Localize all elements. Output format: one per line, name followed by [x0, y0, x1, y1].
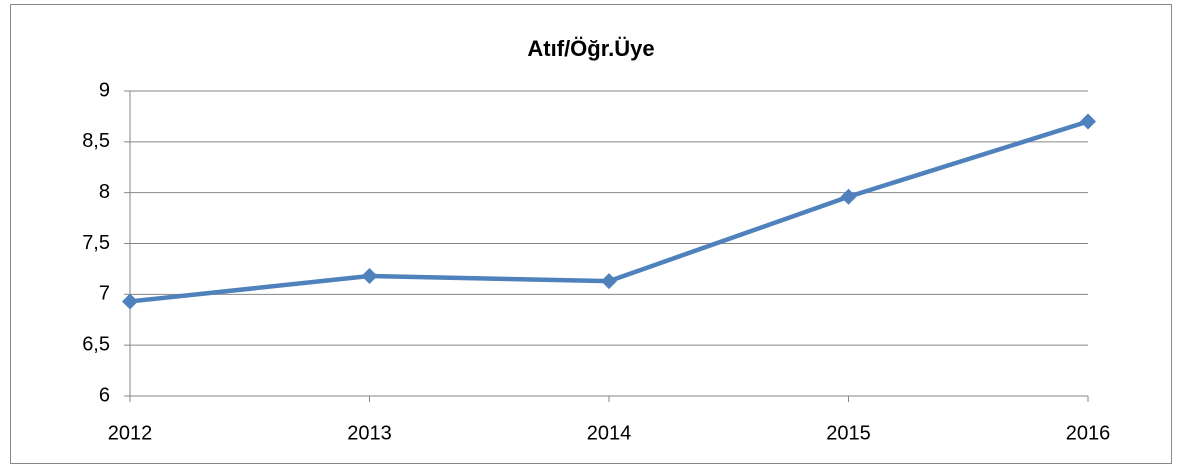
marker	[122, 293, 138, 310]
y-tick-label: 6,5	[82, 333, 110, 355]
x-tick-label: 2013	[347, 422, 392, 444]
x-tick-label: 2016	[1066, 422, 1111, 444]
y-tick-label: 7,5	[82, 232, 110, 254]
y-tick-label: 8	[99, 181, 110, 203]
x-tick-label: 2012	[108, 422, 153, 444]
y-tick-label: 6	[99, 384, 110, 406]
marker	[361, 268, 378, 285]
chart-border	[10, 4, 1172, 464]
marker	[601, 273, 617, 290]
chart-title: Atıf/Öğr.Üye	[527, 36, 654, 61]
y-tick-label: 9	[99, 79, 110, 101]
y-tick-label: 7	[99, 283, 110, 305]
marker	[1080, 113, 1096, 130]
x-tick-label: 2014	[587, 422, 632, 444]
x-tick-label: 2015	[826, 422, 871, 444]
y-tick-label: 8,5	[82, 130, 110, 152]
marker	[840, 188, 857, 205]
